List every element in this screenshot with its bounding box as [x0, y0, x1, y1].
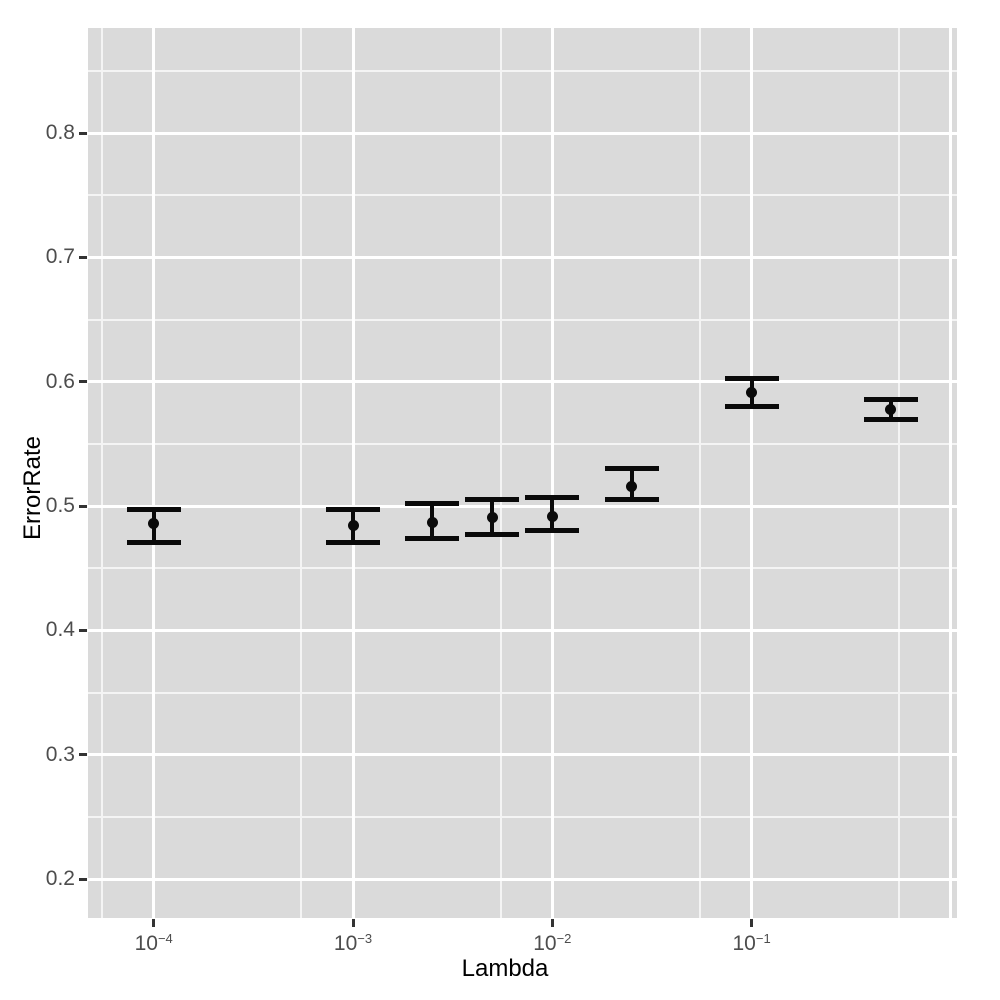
gridline-minor-vertical — [898, 28, 901, 918]
data-point — [148, 517, 160, 529]
errorbar-cap-bottom — [326, 539, 380, 545]
gridline-major-vertical — [550, 28, 554, 918]
y-tick-label: 0.7 — [45, 245, 75, 269]
gridline-minor-vertical — [101, 28, 103, 918]
x-tick-base: 10 — [333, 932, 358, 955]
errorbar-cap-bottom — [465, 532, 520, 538]
y-tick-mark — [79, 628, 87, 632]
x-tick-base: 10 — [134, 932, 158, 955]
gridline-major-vertical — [351, 28, 355, 918]
gridline-major-vertical — [750, 28, 754, 918]
gridline-major-horizontal — [88, 131, 957, 135]
gridline-major-horizontal — [88, 628, 957, 632]
errorbar-cap-top — [604, 466, 659, 472]
plot-panel — [88, 28, 957, 918]
gridline-minor-vertical — [499, 28, 502, 918]
data-point — [546, 510, 558, 522]
errorbar-cap-bottom — [405, 535, 460, 541]
gridline-minor-horizontal — [88, 815, 957, 818]
data-point — [347, 520, 359, 532]
data-point — [486, 511, 498, 523]
gridline-minor-horizontal — [88, 691, 957, 694]
gridline-minor-vertical — [300, 28, 303, 918]
y-tick-mark — [79, 255, 87, 259]
x-tick-label: 10−1 — [733, 932, 771, 956]
y-tick-mark — [79, 504, 87, 508]
gridline-major-horizontal — [88, 255, 957, 259]
errorbar-cap-top — [525, 494, 580, 500]
errorbar-cap-top — [724, 375, 779, 381]
errorbar-cap-bottom — [724, 404, 779, 410]
y-tick-label: 0.4 — [45, 618, 75, 642]
gridline-minor-horizontal — [88, 318, 957, 321]
gridline-major-vertical — [949, 28, 953, 918]
x-tick-exponent: −2 — [556, 931, 572, 946]
x-tick-exponent: −3 — [357, 931, 373, 946]
x-tick-mark — [750, 919, 754, 927]
y-tick-mark — [79, 753, 87, 757]
x-tick-mark — [550, 919, 554, 927]
x-tick-mark — [351, 919, 355, 927]
gridline-major-horizontal — [88, 877, 957, 881]
gridline-minor-horizontal — [88, 442, 957, 445]
errorbar-cap-bottom — [126, 539, 181, 545]
errorbar-cap-bottom — [863, 416, 918, 422]
x-tick-label: 10−2 — [533, 932, 571, 956]
x-tick-mark — [152, 919, 156, 927]
gridline-major-vertical — [152, 28, 156, 918]
gridline-major-horizontal — [88, 380, 957, 384]
errorbar-cap-top — [863, 396, 918, 402]
y-tick-mark — [79, 131, 87, 135]
x-tick-exponent: −1 — [755, 931, 771, 946]
x-axis-title: Lambda — [461, 955, 549, 982]
gridline-minor-vertical — [698, 28, 701, 918]
x-tick-base: 10 — [732, 932, 756, 955]
gridline-minor-horizontal — [88, 567, 957, 570]
y-tick-label: 0.8 — [45, 121, 75, 144]
errorbar-cap-top — [326, 507, 380, 513]
data-point — [885, 403, 897, 415]
y-tick-label: 0.6 — [45, 369, 75, 393]
data-point — [426, 516, 438, 528]
x-tick-base: 10 — [533, 932, 557, 955]
y-tick-label: 0.3 — [45, 742, 75, 766]
y-axis-title: ErrorRate — [19, 435, 46, 541]
x-tick-exponent: −4 — [157, 931, 173, 946]
errorbar-cap-bottom — [604, 497, 659, 503]
errorbar-cap-top — [465, 497, 520, 503]
x-tick-label: 10−3 — [334, 932, 372, 956]
errorbar-cap-bottom — [525, 528, 580, 534]
y-tick-label: 0.5 — [45, 494, 75, 517]
gridline-minor-horizontal — [88, 194, 957, 197]
y-tick-label: 0.2 — [45, 867, 75, 890]
gridline-minor-horizontal — [88, 69, 957, 72]
errorbar-cap-top — [126, 507, 181, 513]
data-point — [746, 387, 758, 399]
data-point — [626, 480, 638, 492]
y-tick-mark — [79, 380, 87, 384]
y-tick-mark — [79, 877, 87, 881]
gridline-major-horizontal — [88, 504, 957, 508]
errorbar-cap-top — [405, 501, 460, 506]
gridline-major-horizontal — [88, 753, 957, 757]
x-tick-label: 10−4 — [135, 932, 173, 956]
